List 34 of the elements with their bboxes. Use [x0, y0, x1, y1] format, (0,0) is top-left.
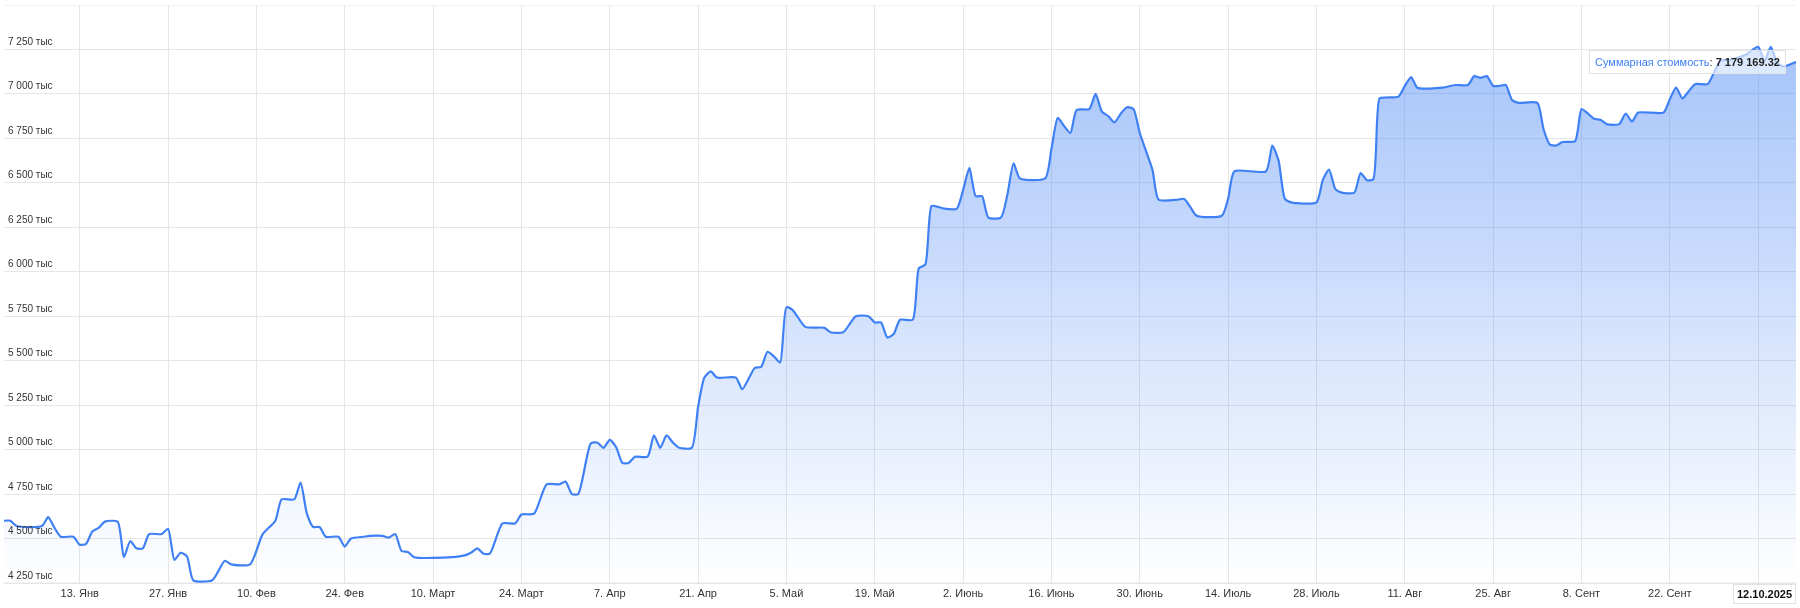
y-tick-label: 7 000 тыс	[8, 80, 53, 92]
y-tick-label: 5 000 тыс	[8, 436, 53, 448]
annotation: Суммарная стоимость: 7 179 169.32	[1595, 56, 1780, 68]
x-tick-label: 7. Апр	[593, 587, 626, 600]
text: 12.10.2025	[1737, 588, 1793, 600]
x-tick-label: 19. Май	[854, 587, 895, 600]
y-tick-label: 7 250 тыс	[8, 35, 53, 47]
y-tick-label: 4 250 тыс	[8, 569, 53, 581]
y-tick-label: 5 500 тыс	[8, 347, 53, 359]
x-tick-label: 28. Июль	[1293, 587, 1340, 600]
x-tick-label: 10. Март	[410, 587, 456, 600]
x-tick-label: 24. Март	[499, 587, 544, 600]
x-tick-label: 5. Май	[769, 587, 804, 600]
x-tick-label: 16. Июнь	[1028, 587, 1075, 600]
y-tick-label: 4 500 тыс	[8, 525, 53, 537]
x-tick-label: 21. Апр	[679, 587, 717, 600]
x-tick-label: 11. Авг	[1387, 587, 1423, 600]
x-tick-label: 2. Июнь	[943, 587, 984, 600]
x-tick-label: 27. Янв	[148, 587, 188, 600]
x-tick-label: 10. Фев	[237, 587, 276, 600]
y-tick-label: 5 750 тыс	[8, 302, 53, 314]
y-tick-label: 5 250 тыс	[8, 391, 53, 403]
x-tick-label: 13. Янв	[60, 587, 99, 600]
x-tick-label: 22. Сент	[1648, 587, 1692, 600]
x-tick-label: 25. Авг	[1475, 587, 1511, 600]
y-tick-label: 6 750 тыс	[8, 124, 53, 136]
y-tick-label: 6 250 тыс	[8, 213, 53, 225]
y-tick-label: 4 750 тыс	[8, 480, 53, 492]
y-tick-label: 6 000 тыс	[8, 258, 53, 270]
x-tick-label: 24. Фев	[325, 587, 365, 600]
x-tick-label: 8. Сент	[1562, 587, 1601, 600]
x-tick-label: 14. Июль	[1204, 587, 1252, 600]
y-tick-label: 6 500 тыс	[8, 169, 53, 181]
x-tick-label: 30. Июнь	[1116, 587, 1164, 600]
